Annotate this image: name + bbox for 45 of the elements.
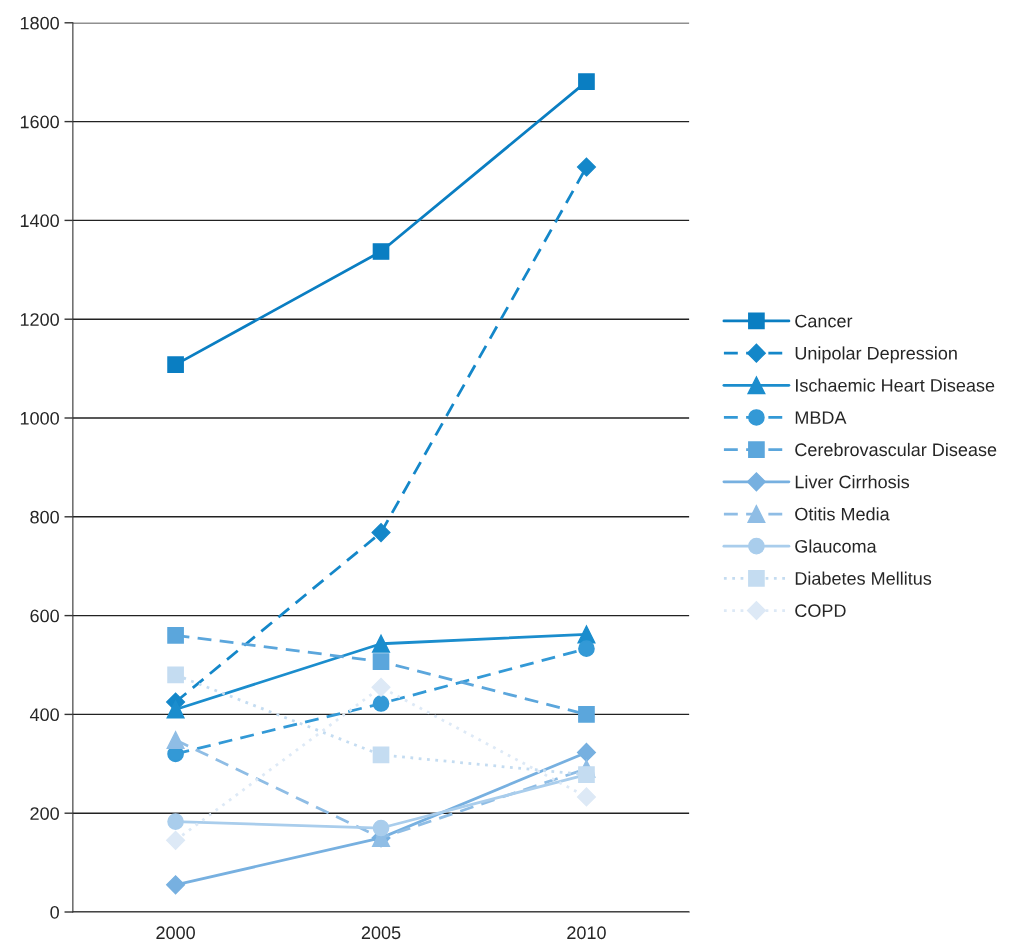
point — [167, 356, 184, 373]
point — [578, 706, 595, 723]
point — [578, 73, 595, 90]
y-tick-label: 1200 — [20, 313, 59, 326]
legend-label: Cancer — [795, 314, 853, 328]
point — [371, 634, 391, 653]
y-tick-label: 1400 — [20, 214, 59, 228]
point — [578, 640, 595, 658]
point — [372, 695, 390, 712]
legend-label: Glaucoma — [795, 539, 877, 553]
y-tick-label: 1600 — [20, 115, 59, 129]
legend-label: Cerebrovascular Disease — [795, 442, 997, 457]
y-tick-label: 800 — [30, 510, 59, 524]
y-tick-label: 600 — [30, 609, 59, 623]
point — [372, 819, 390, 837]
point — [576, 787, 596, 807]
legend-label: Diabetes Mellitus — [795, 571, 932, 585]
point — [167, 813, 184, 830]
point — [166, 700, 185, 719]
point — [166, 731, 185, 750]
legend-label: MBDA — [795, 411, 847, 424]
y-tick-label: 1000 — [20, 411, 59, 425]
y-tick-label: 200 — [30, 807, 59, 820]
point — [576, 742, 596, 762]
point — [167, 627, 184, 644]
point — [371, 677, 391, 697]
legend-label: Otitis Media — [795, 507, 890, 521]
point — [167, 666, 184, 684]
point — [576, 157, 596, 177]
point — [371, 523, 391, 543]
point — [372, 746, 390, 764]
point — [372, 243, 390, 260]
legend-label: Unipolar Depression — [795, 346, 957, 364]
point — [166, 875, 186, 895]
y-tick-label: 1800 — [20, 16, 59, 30]
y-tick-label: 400 — [29, 708, 59, 722]
x-tick-label: 2005 — [361, 926, 401, 940]
y-tick-label: 0 — [50, 905, 59, 919]
x-tick-label: 2000 — [156, 926, 195, 940]
legend-label: COPD — [795, 604, 846, 618]
legend-label: Liver Cirrhosis — [795, 475, 910, 489]
point — [166, 830, 186, 850]
legend-label: Ischaemic Heart Disease — [796, 378, 995, 392]
x-tick-label: 2010 — [567, 926, 606, 940]
point — [372, 653, 390, 670]
